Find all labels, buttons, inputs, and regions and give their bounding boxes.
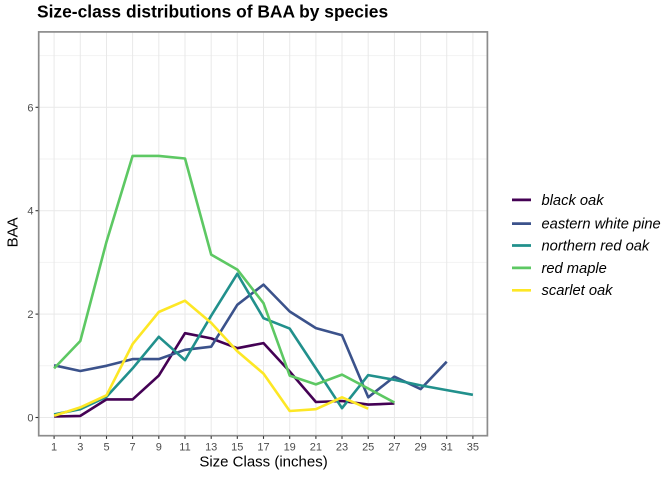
svg-text:5: 5 — [103, 442, 109, 454]
svg-text:27: 27 — [388, 442, 400, 454]
svg-text:northern red oak: northern red oak — [542, 238, 650, 254]
svg-text:black oak: black oak — [542, 193, 605, 209]
svg-text:15: 15 — [231, 442, 243, 454]
svg-text:3: 3 — [77, 442, 83, 454]
svg-text:BAA: BAA — [5, 217, 22, 247]
svg-text:Size Class (inches): Size Class (inches) — [199, 454, 327, 471]
svg-text:13: 13 — [205, 442, 217, 454]
svg-text:23: 23 — [336, 442, 348, 454]
svg-text:25: 25 — [362, 442, 374, 454]
svg-text:9: 9 — [156, 442, 162, 454]
svg-text:Size-class distributions of BA: Size-class distributions of BAA by speci… — [37, 2, 388, 22]
svg-text:19: 19 — [284, 442, 296, 454]
svg-text:29: 29 — [414, 442, 426, 454]
svg-text:4: 4 — [27, 206, 33, 218]
svg-text:7: 7 — [130, 442, 136, 454]
svg-text:6: 6 — [27, 102, 33, 114]
svg-text:scarlet oak: scarlet oak — [542, 283, 614, 299]
svg-text:31: 31 — [441, 442, 453, 454]
svg-text:21: 21 — [310, 442, 322, 454]
svg-text:17: 17 — [257, 442, 269, 454]
svg-text:35: 35 — [467, 442, 479, 454]
svg-text:11: 11 — [179, 442, 190, 454]
svg-text:0: 0 — [27, 413, 33, 425]
svg-text:2: 2 — [27, 309, 33, 321]
svg-text:1: 1 — [51, 442, 57, 454]
svg-text:eastern white pine: eastern white pine — [542, 217, 661, 233]
svg-text:red maple: red maple — [542, 261, 607, 277]
